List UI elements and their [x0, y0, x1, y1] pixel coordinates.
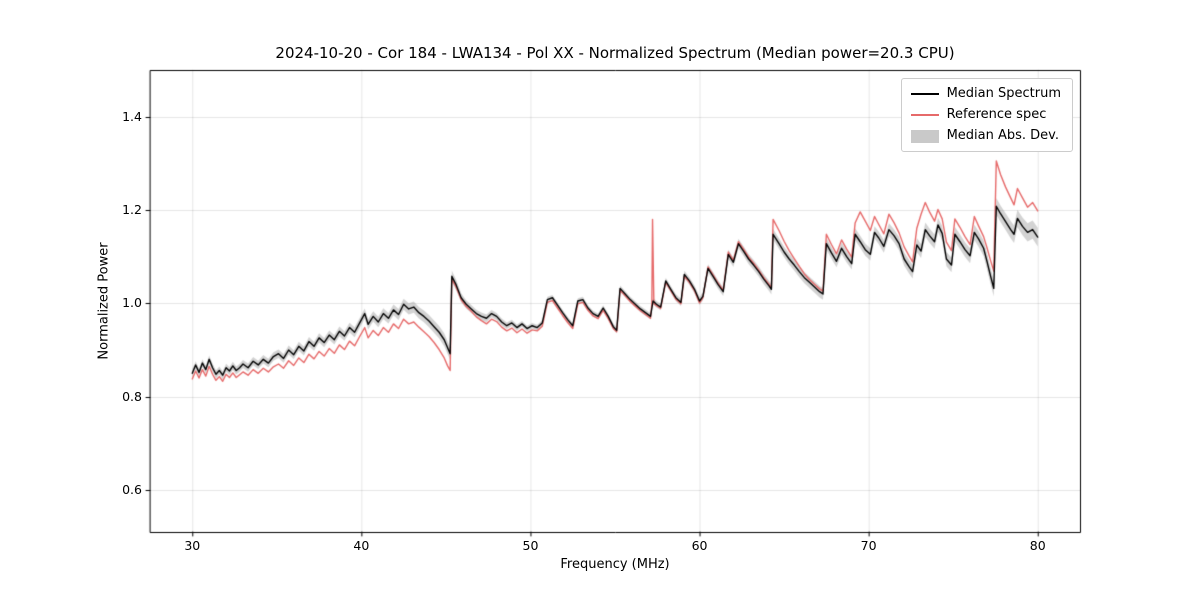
x-axis-label: Frequency (MHz)	[560, 557, 670, 572]
y-tick-label: 0.8	[122, 388, 142, 404]
x-tick-label: 70	[860, 538, 877, 553]
x-tick-label: 80	[1029, 538, 1046, 553]
reference-spec-line-swatch	[910, 114, 939, 116]
legend-item-reference-spec: Reference spec	[910, 107, 1061, 123]
x-tick-label: 30	[184, 538, 201, 553]
x-tick-label: 40	[353, 538, 370, 553]
legend-label-reference-spec: Reference spec	[946, 107, 1047, 122]
legend-item-median-spectrum: Median Spectrum	[910, 86, 1061, 102]
legend: Median Spectrum Reference spec Median Ab…	[900, 78, 1073, 152]
x-tick-label: 50	[522, 538, 539, 553]
x-tick-label: 60	[691, 538, 708, 553]
legend-item-median-abs-dev: Median Abs. Dev.	[910, 128, 1061, 144]
y-tick-label: 1.4	[122, 108, 142, 124]
legend-label-median-spectrum: Median Spectrum	[946, 86, 1061, 101]
y-tick-label: 0.6	[122, 482, 142, 497]
legend-label-median-abs-dev: Median Abs. Dev.	[946, 128, 1060, 143]
y-tick-label: 1.2	[122, 202, 142, 217]
median-spectrum-line-swatch	[910, 93, 939, 95]
median-abs-dev-patch-swatch	[910, 129, 939, 143]
y-tick-label: 1.0	[122, 295, 142, 311]
chart-title: 2024-10-20 - Cor 184 - LWA134 - Pol XX -…	[275, 44, 955, 62]
